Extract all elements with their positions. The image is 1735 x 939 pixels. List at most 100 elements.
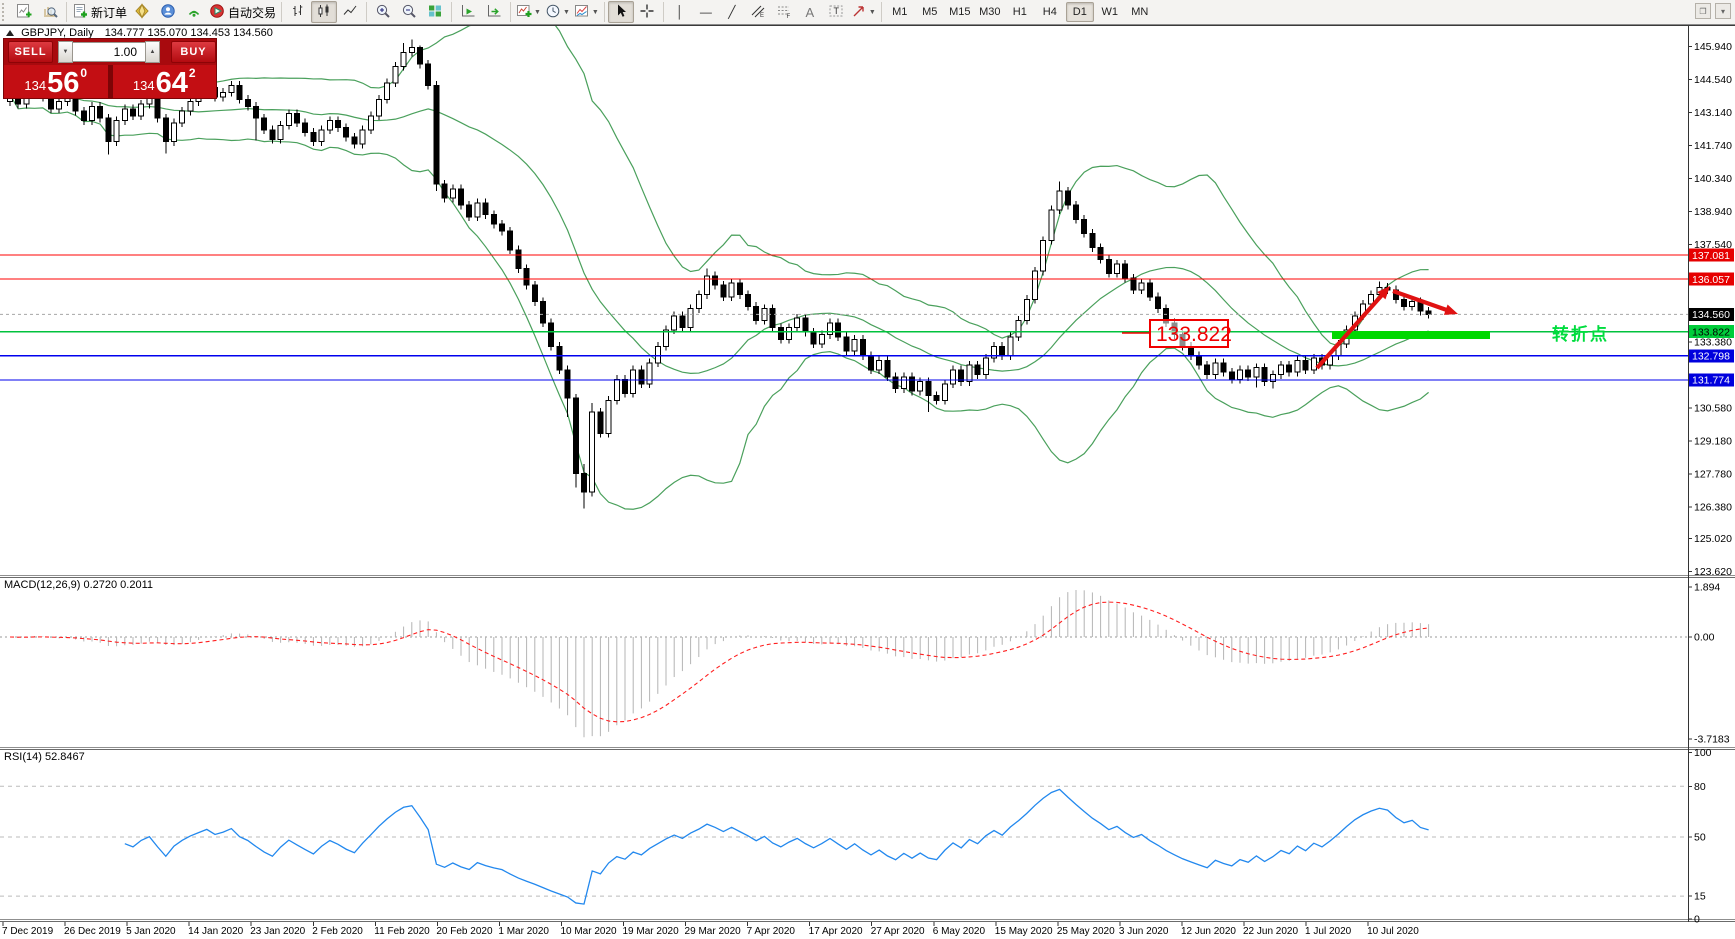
volume-input[interactable]	[73, 42, 145, 62]
buy-price[interactable]: 134 64 2	[112, 65, 216, 98]
community-button[interactable]	[155, 1, 181, 23]
signals-button[interactable]	[181, 1, 207, 23]
svg-text:141.740: 141.740	[1694, 140, 1732, 152]
svg-text:3 Jun 2020: 3 Jun 2020	[1119, 926, 1169, 937]
sell-price-point: 0	[80, 66, 88, 80]
timeframe-w1[interactable]: W1	[1101, 6, 1119, 18]
svg-text:131.774: 131.774	[1692, 375, 1730, 387]
svg-text:17 Apr 2020: 17 Apr 2020	[809, 926, 863, 937]
clock-icon	[545, 3, 561, 22]
symbol-collapse-icon[interactable]	[6, 30, 14, 36]
candlestick-chart-button[interactable]	[311, 1, 338, 23]
market-overview-button[interactable]	[37, 1, 63, 23]
svg-text:10 Jul 2020: 10 Jul 2020	[1367, 926, 1419, 937]
new-order-button[interactable]: 新订单	[70, 1, 129, 23]
toolbar-separator	[510, 2, 512, 22]
svg-text:130.580: 130.580	[1694, 402, 1732, 414]
bar-chart-button[interactable]	[285, 1, 311, 23]
timeframe-m30[interactable]: M30	[979, 6, 1001, 18]
ohlc-values: 134.777 135.070 134.453 134.560	[104, 27, 273, 39]
svg-text:25 May 2020: 25 May 2020	[1057, 926, 1115, 937]
zoom-in-button[interactable]	[370, 1, 396, 23]
new-order-icon	[72, 3, 88, 22]
sell-price[interactable]: 134 56 0	[4, 65, 108, 98]
horizontal-line-tool[interactable]: —	[693, 1, 719, 23]
svg-text:23 Jan 2020: 23 Jan 2020	[250, 926, 305, 937]
text-label-tool[interactable]: T	[823, 1, 849, 23]
window-menu-icon[interactable]: ▾	[1715, 3, 1731, 19]
chart-shift-button[interactable]	[481, 1, 507, 23]
trendline-tool[interactable]: ╱	[719, 1, 745, 23]
chart-title: GBPJPY, Daily 134.777 135.070 134.453 13…	[6, 27, 273, 39]
svg-text:80: 80	[1694, 781, 1706, 793]
svg-text:129.180: 129.180	[1694, 435, 1732, 447]
chart-annotations[interactable]: 133.822	[1122, 286, 1490, 370]
diamond-icon	[134, 2, 150, 22]
new-order-label: 新订单	[91, 5, 128, 20]
auto-scroll-icon	[460, 3, 476, 22]
auto-trading-label: 自动交易	[228, 5, 277, 20]
timeframe-m15[interactable]: M15	[949, 6, 971, 18]
price-divider	[107, 65, 113, 98]
svg-text:T: T	[833, 6, 839, 16]
sell-price-whole: 134	[24, 78, 47, 93]
tile-windows-button[interactable]	[422, 1, 448, 23]
timeframe-m1[interactable]: M1	[892, 6, 908, 18]
templates-button[interactable]: ▼	[572, 1, 601, 23]
timeframe-d1[interactable]: D1	[1065, 2, 1094, 22]
sell-button[interactable]: SELL	[8, 41, 53, 63]
zoom-out-button[interactable]	[396, 1, 422, 23]
crosshair-tool-button[interactable]	[634, 1, 660, 23]
svg-text:E: E	[760, 13, 764, 19]
svg-text:134.560: 134.560	[1692, 309, 1730, 321]
timeframe-h1[interactable]: H1	[1012, 6, 1027, 18]
price-axis: 145.940 144.540 143.140 141.740 140.340 138.9…	[1688, 41, 1734, 926]
auto-scroll-button[interactable]	[455, 1, 481, 23]
equidistant-channel-tool[interactable]: E	[745, 1, 771, 23]
toolbar-grip	[2, 3, 9, 21]
svg-text:0: 0	[1694, 914, 1700, 926]
history-center-button[interactable]	[129, 1, 155, 23]
channel-icon: E	[750, 3, 766, 22]
volume-increase-button[interactable]: ▲	[145, 41, 160, 63]
svg-text:140.340: 140.340	[1694, 173, 1732, 185]
text-label-icon: T	[828, 3, 844, 22]
svg-text:1 Jul 2020: 1 Jul 2020	[1305, 926, 1352, 937]
svg-text:125.020: 125.020	[1694, 533, 1732, 545]
vertical-line-tool[interactable]: │	[667, 1, 693, 23]
line-chart-button[interactable]	[337, 1, 363, 23]
indicators-button[interactable]: ▼	[514, 1, 543, 23]
cursor-tool-button[interactable]	[607, 1, 634, 23]
svg-text:10 Mar 2020: 10 Mar 2020	[560, 926, 617, 937]
turning-point-annotation[interactable]: 转折点	[1552, 325, 1609, 344]
auto-trading-button[interactable]: 自动交易	[207, 1, 278, 23]
svg-text:100: 100	[1694, 747, 1712, 759]
person-icon	[160, 3, 176, 22]
rsi-label: RSI(14) 52.8467	[4, 751, 85, 763]
svg-text:145.940: 145.940	[1694, 41, 1732, 53]
fibonacci-tool[interactable]: F	[771, 1, 797, 23]
svg-text:137.540: 137.540	[1694, 239, 1732, 251]
text-tool[interactable]: A	[797, 1, 823, 23]
timeframe-h4[interactable]: H4	[1042, 6, 1057, 18]
buy-button[interactable]: BUY	[171, 41, 216, 63]
chart-shift-icon	[486, 3, 502, 22]
rsi-indicator	[0, 785, 1688, 905]
window-restore-icon[interactable]: ❐	[1695, 3, 1711, 19]
svg-text:F: F	[786, 14, 790, 19]
timeframe-mn[interactable]: MN	[1131, 6, 1149, 18]
arrows-tool[interactable]: ▼	[849, 1, 878, 23]
svg-text:12 Jun 2020: 12 Jun 2020	[1181, 926, 1236, 937]
toolbar-separator	[451, 2, 453, 22]
svg-text:6 May 2020: 6 May 2020	[933, 926, 986, 937]
vertical-line-icon: │	[676, 5, 684, 19]
crosshair-icon	[639, 3, 655, 22]
periods-button[interactable]: ▼	[543, 1, 572, 23]
volume-decrease-button[interactable]: ▼	[58, 41, 73, 63]
svg-text:136.057: 136.057	[1692, 274, 1730, 286]
new-chart-button[interactable]	[11, 1, 37, 23]
svg-text:22 Jun 2020: 22 Jun 2020	[1243, 926, 1298, 937]
timeframe-m5[interactable]: M5	[922, 6, 938, 18]
